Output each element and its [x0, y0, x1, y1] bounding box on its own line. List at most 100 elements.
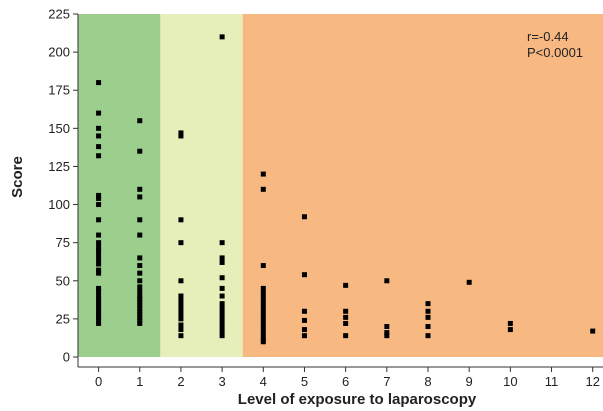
data-point: [178, 333, 184, 339]
data-point: [425, 333, 431, 339]
data-point: [260, 317, 266, 323]
data-point: [384, 333, 390, 339]
data-point: [260, 336, 266, 342]
data-point: [96, 202, 102, 208]
y-tick-label: 225: [48, 7, 70, 22]
data-point: [260, 285, 266, 291]
data-point: [219, 314, 225, 320]
data-point: [96, 240, 102, 246]
data-point: [301, 327, 307, 333]
x-tick-label: 12: [585, 374, 599, 389]
background-band-3: [242, 14, 603, 357]
data-point: [343, 308, 349, 314]
data-point: [96, 285, 102, 291]
data-point: [260, 331, 266, 337]
x-tick-label: 4: [260, 374, 267, 389]
y-tick-label: 50: [56, 273, 70, 288]
y-tick-label: 150: [48, 121, 70, 136]
data-point: [137, 255, 143, 261]
data-point: [137, 288, 143, 294]
y-tick-label: 25: [56, 311, 70, 326]
data-point: [301, 333, 307, 339]
data-point: [178, 293, 184, 299]
data-point: [96, 320, 102, 326]
data-point: [260, 171, 266, 177]
data-point: [96, 299, 102, 305]
data-point: [137, 217, 143, 223]
data-point: [178, 130, 184, 136]
data-point: [425, 301, 431, 307]
data-point: [260, 263, 266, 269]
data-point: [178, 307, 184, 313]
y-axis-title: Score: [9, 156, 26, 198]
data-point: [384, 330, 390, 336]
x-tick-label: 11: [545, 374, 559, 389]
data-point: [260, 290, 266, 296]
data-point: [96, 144, 102, 150]
background-bands: [78, 14, 603, 357]
data-point: [260, 299, 266, 305]
data-point: [137, 320, 143, 326]
x-axis-ticks: 0 1 2 3 4 5 6 7 8 9 10 11 12: [95, 367, 600, 389]
data-point: [96, 261, 102, 267]
data-point: [137, 305, 143, 311]
data-point: [137, 311, 143, 317]
data-point: [96, 252, 102, 258]
data-point: [219, 259, 225, 265]
y-tick-label: 100: [48, 197, 70, 212]
correlation-annotation: r=-0.44: [527, 29, 569, 44]
data-point: [260, 327, 266, 333]
data-point: [590, 328, 596, 334]
data-point: [96, 247, 102, 253]
data-point: [466, 279, 472, 285]
data-point: [301, 214, 307, 220]
data-point: [137, 194, 143, 200]
data-point: [219, 285, 225, 291]
data-point: [96, 256, 102, 262]
data-point: [260, 322, 266, 328]
data-point: [137, 118, 143, 124]
data-point: [178, 302, 184, 308]
data-point: [137, 278, 143, 284]
y-axis-ticks: 0 25 50 75 100 125 150 175 200 225: [48, 7, 78, 365]
data-point: [219, 319, 225, 325]
data-points: [96, 34, 596, 345]
data-point: [137, 148, 143, 154]
y-tick-label: 75: [56, 235, 70, 250]
data-point: [219, 240, 225, 246]
data-point: [137, 232, 143, 238]
x-tick-label: 2: [177, 374, 184, 389]
data-point: [178, 217, 184, 223]
data-point: [425, 314, 431, 320]
data-point: [178, 298, 184, 304]
data-point: [137, 314, 143, 320]
data-point: [384, 278, 390, 284]
x-tick-label: 10: [503, 374, 517, 389]
data-point: [137, 270, 143, 276]
data-point: [260, 308, 266, 314]
data-point: [178, 278, 184, 284]
data-point: [96, 125, 102, 131]
data-point: [343, 314, 349, 320]
x-tick-label: 9: [466, 374, 473, 389]
axes: [77, 14, 603, 368]
data-point: [219, 293, 225, 299]
data-point: [96, 288, 102, 294]
data-point: [301, 317, 307, 323]
data-point: [219, 255, 225, 261]
data-point: [384, 324, 390, 330]
data-point: [178, 240, 184, 246]
data-point: [343, 282, 349, 288]
data-point: [137, 299, 143, 305]
x-tick-label: 8: [424, 374, 431, 389]
data-point: [260, 295, 266, 301]
data-point: [137, 296, 143, 302]
data-point: [96, 133, 102, 139]
x-axis-title: Level of exposure to laparoscopy: [238, 391, 477, 408]
data-point: [343, 333, 349, 339]
data-point: [178, 133, 184, 139]
data-point: [96, 217, 102, 223]
y-tick-label: 125: [48, 159, 70, 174]
data-point: [219, 310, 225, 316]
